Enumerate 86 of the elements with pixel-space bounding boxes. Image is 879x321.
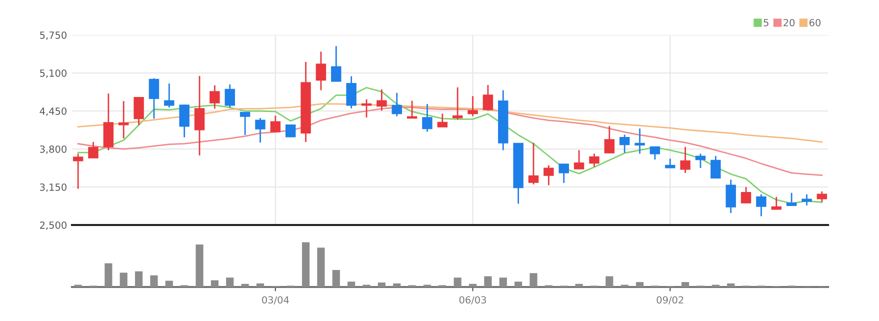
bar [606, 276, 614, 287]
bar [226, 278, 234, 287]
candlestick [468, 95, 478, 117]
bar [165, 280, 173, 287]
bar [499, 278, 507, 287]
bar [484, 276, 492, 287]
candlestick [406, 100, 418, 120]
bar [196, 244, 204, 287]
candlestick [558, 164, 569, 184]
candlestick [802, 194, 812, 206]
candlestick [756, 194, 766, 217]
candlestick [179, 104, 190, 138]
candlestick [103, 92, 114, 151]
bar [241, 284, 249, 287]
bar [393, 283, 401, 287]
legend-label: 20 [784, 18, 795, 26]
candlestick [148, 78, 160, 120]
candlestick [816, 190, 828, 203]
candlestick [316, 50, 326, 91]
x-tick-label: 06/03 [459, 296, 486, 304]
candlestick [528, 142, 539, 186]
candlestick [224, 84, 235, 108]
bar [120, 272, 128, 287]
candlestick [771, 196, 782, 210]
candlestick [361, 98, 372, 118]
candlestick [270, 114, 281, 133]
x-tick-label: 09/02 [656, 296, 684, 304]
bar [636, 282, 644, 287]
bar [104, 263, 112, 287]
bar [348, 282, 356, 287]
candlestick [634, 128, 645, 154]
candlestick [118, 100, 129, 140]
candlestick [134, 96, 144, 126]
candlestick [452, 86, 463, 120]
y-tick-label: 4,450 [40, 107, 66, 116]
legend-label: 5 [764, 19, 768, 26]
bar [727, 283, 735, 287]
candlestick [194, 75, 205, 156]
bar [468, 284, 477, 287]
candlestick [285, 124, 296, 138]
candlestick [740, 186, 752, 204]
bar [575, 284, 583, 287]
candlestick [164, 82, 174, 108]
bar [682, 282, 690, 287]
bar [135, 271, 143, 287]
candlestick [680, 146, 690, 174]
y-tick-label: 2,500 [40, 221, 66, 230]
candlestick [88, 141, 98, 158]
bar [530, 273, 538, 287]
bar [210, 280, 218, 287]
candlestick [619, 134, 630, 154]
candlestick [392, 92, 402, 117]
bar [317, 248, 325, 287]
y-tick-label: 3,150 [40, 183, 66, 192]
candlestick [695, 152, 706, 169]
candlestick [574, 149, 584, 170]
candlestick [544, 164, 554, 186]
candlestick [726, 178, 736, 214]
candlestick [255, 117, 266, 144]
candlestick [786, 192, 797, 206]
bar [514, 282, 522, 287]
candlestick [665, 158, 676, 168]
candlestick [331, 45, 342, 82]
bar [454, 278, 462, 287]
bar [332, 270, 340, 287]
candlestick [240, 111, 250, 136]
x-tick-label: 03/04 [262, 296, 289, 304]
bar [256, 283, 264, 287]
y-tick-label: 5,100 [40, 69, 66, 78]
candlestick [482, 84, 494, 112]
candlestick [72, 152, 84, 190]
y-tick-label: 5,750 [40, 31, 66, 40]
candlestick [376, 88, 387, 112]
candlestick [604, 126, 615, 154]
bar [378, 282, 386, 287]
bar [150, 275, 158, 287]
candlestick [422, 103, 432, 132]
candlestick [589, 152, 600, 168]
bar [302, 242, 310, 287]
y-tick-label: 3,800 [40, 145, 66, 154]
candlestick [650, 146, 660, 160]
candlestick [437, 112, 448, 128]
candlestick [210, 84, 220, 110]
legend-label: 60 [810, 18, 821, 26]
candlestick [710, 155, 721, 179]
candlestick [346, 76, 356, 110]
